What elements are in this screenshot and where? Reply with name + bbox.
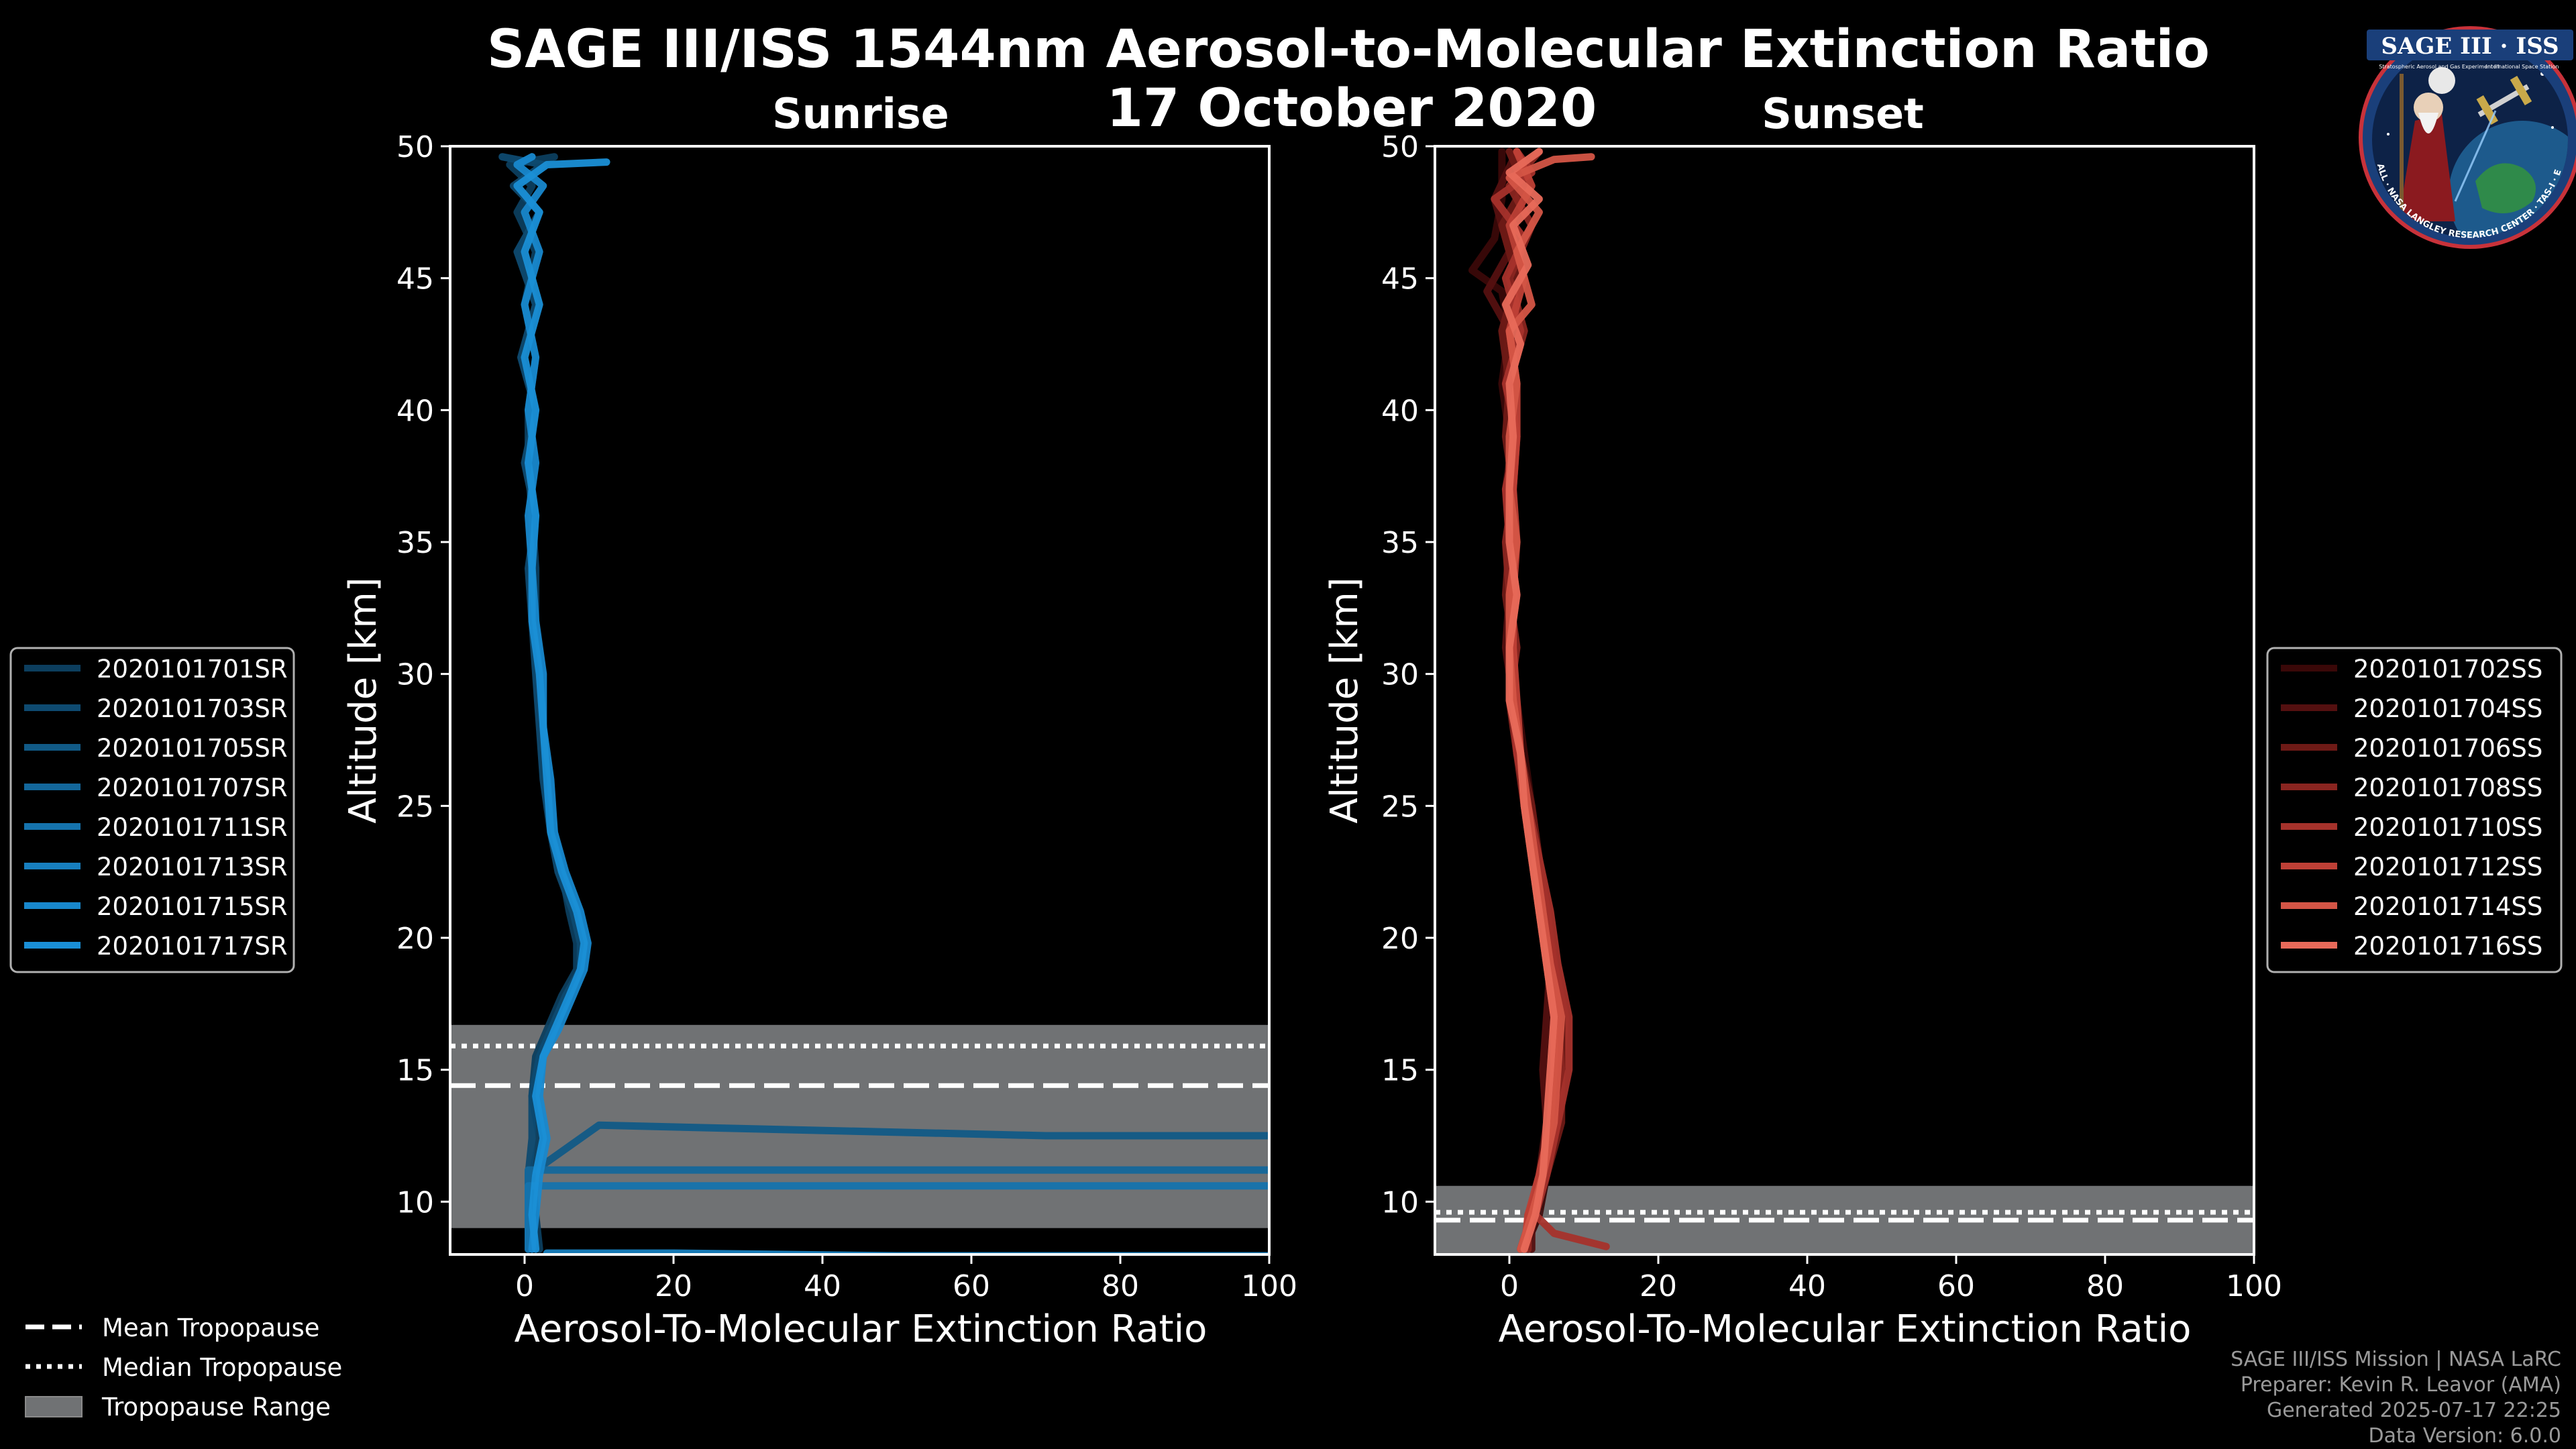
tropopause-legend: Mean Tropopause Median Tropopause Tropop… <box>25 1313 342 1421</box>
sunset-legend-label: 2020101716SS <box>2353 932 2542 961</box>
sunset-x-tick-label: 60 <box>1937 1269 1975 1303</box>
sunset-y-tick-label: 25 <box>1381 790 1419 824</box>
sunrise-y-tick-label: 45 <box>396 262 434 297</box>
sunrise-y-tick-label: 20 <box>396 922 434 956</box>
figure-date: 17 October 2020 <box>1107 78 1597 139</box>
sunset-y-tick-label: 45 <box>1381 262 1419 297</box>
sunrise-x-tick-label: 20 <box>655 1269 692 1303</box>
sunset-x-tick-label: 80 <box>2086 1269 2124 1303</box>
sunrise-x-tick-label: 0 <box>515 1269 534 1303</box>
sunrise-legend-label: 2020101703SR <box>97 694 288 723</box>
sunset-x-axis-label: Aerosol-To-Molecular Extinction Ratio <box>1499 1307 2192 1351</box>
sunrise-x-ticks: 0 20 40 60 80 100 <box>515 1254 1297 1303</box>
sunrise-x-tick-label: 60 <box>953 1269 990 1303</box>
sunrise-y-tick-label: 15 <box>396 1054 434 1088</box>
sunrise-series-line-8 <box>513 158 610 1253</box>
sunrise-y-tick-label: 10 <box>396 1185 434 1220</box>
sunrise-panel-title: Sunrise <box>772 89 949 138</box>
moon-icon <box>2428 67 2455 94</box>
sunrise-legend-label: 2020101715SR <box>97 892 288 921</box>
sunrise-legend-label: 2020101705SR <box>97 734 288 763</box>
sunrise-y-tick-label: 35 <box>396 526 434 560</box>
sunset-y-ticks: 10 15 20 25 30 35 40 45 50 <box>1381 130 1435 1220</box>
sunset-chart: 0 20 40 60 80 100 10 15 20 25 30 35 40 45 50 Aerosol-… <box>1323 130 2282 1351</box>
sunrise-legend-label: 2020101707SR <box>97 773 288 802</box>
credit-preparer: Preparer: Kevin R. Leavor (AMA) <box>2241 1373 2561 1397</box>
sunrise-legend: 2020101701SR 2020101703SR 2020101705SR 2020… <box>9 647 295 973</box>
sunset-series-line-8 <box>1501 148 1558 1253</box>
credit-data-version: Data Version: 6.0.0 <box>2369 1424 2561 1448</box>
median-tropopause-label: Median Tropopause <box>102 1353 342 1382</box>
sunrise-x-tick-label: 80 <box>1102 1269 1139 1303</box>
sunrise-x-tick-label: 40 <box>804 1269 841 1303</box>
sunrise-plot-frame <box>449 145 1271 1256</box>
sunset-legend-label: 2020101702SS <box>2353 655 2542 684</box>
sunrise-y-tick-label: 50 <box>396 130 434 164</box>
sunset-legend-label: 2020101712SS <box>2353 853 2542 881</box>
sunset-x-tick-label: 20 <box>1640 1269 1677 1303</box>
credit-generated: Generated 2025-07-17 22:25 <box>2267 1399 2561 1422</box>
sunset-x-tick-label: 40 <box>1788 1269 1826 1303</box>
sunrise-legend-label: 2020101711SR <box>97 813 288 842</box>
sunset-legend-label: 2020101708SS <box>2353 773 2542 802</box>
sunrise-y-ticks: 10 15 20 25 30 35 40 45 50 <box>396 130 450 1220</box>
sunset-y-tick-label: 50 <box>1381 130 1419 164</box>
logo-title-band <box>2367 30 2573 60</box>
logo-title: SAGE III · ISS <box>2381 33 2559 60</box>
logo-subtitle-left: Stratospheric Aerosol and Gas Experiment… <box>2379 64 2499 70</box>
sunrise-y-axis-label: Altitude [km] <box>341 577 385 823</box>
sage-figure-robe-icon <box>2398 114 2455 221</box>
sunrise-y-tick-label: 30 <box>396 658 434 692</box>
sunset-x-tick-label: 0 <box>1500 1269 1519 1303</box>
sunset-x-ticks: 0 20 40 60 80 100 <box>1500 1254 2282 1303</box>
sunset-legend: 2020101702SS 2020101704SS 2020101706SS 2020… <box>2266 647 2563 973</box>
sunset-panel-title: Sunset <box>1762 89 1924 138</box>
sunset-legend-label: 2020101714SS <box>2353 892 2542 921</box>
sunset-y-tick-label: 20 <box>1381 922 1419 956</box>
sunrise-tropopause-range <box>450 1024 1269 1228</box>
sunset-series-group <box>1468 148 1610 1253</box>
sunset-legend-box <box>2266 647 2563 973</box>
sunrise-legend-label: 2020101713SR <box>97 853 288 881</box>
sunset-legend-label: 2020101706SS <box>2353 734 2542 763</box>
sunset-y-tick-label: 35 <box>1381 526 1419 560</box>
sunrise-legend-box <box>9 647 295 973</box>
sunrise-chart: 0 20 40 60 80 100 10 15 20 25 30 35 40 45 50 Aerosol-… <box>341 130 1297 1351</box>
sunset-y-tick-label: 40 <box>1381 394 1419 428</box>
sunset-y-tick-label: 10 <box>1381 1185 1419 1220</box>
sunrise-series-line-5 <box>525 1182 1269 1253</box>
sunrise-y-tick-label: 40 <box>396 394 434 428</box>
logo-subtitle-right: International Space Station <box>2486 64 2559 70</box>
figure-title: SAGE III/ISS 1544nm Aerosol-to-Molecular… <box>487 19 2210 80</box>
beam-icon <box>2454 110 2497 202</box>
sunrise-legend-label: 2020101701SR <box>97 655 288 684</box>
continent-shape-icon <box>2475 163 2536 213</box>
sunset-y-tick-label: 15 <box>1381 1054 1419 1088</box>
sunset-legend-label: 2020101704SS <box>2353 694 2542 723</box>
sunset-plot-frame <box>1434 145 2255 1256</box>
sunrise-x-tick-label: 100 <box>1241 1269 1297 1303</box>
sunrise-x-axis-label: Aerosol-To-Molecular Extinction Ratio <box>515 1307 1208 1351</box>
sunset-x-tick-label: 100 <box>2226 1269 2282 1303</box>
tropopause-range-label: Tropopause Range <box>101 1393 331 1421</box>
sunrise-legend-label: 2020101717SR <box>97 932 288 961</box>
credit-mission: SAGE III/ISS Mission | NASA LaRC <box>2231 1348 2561 1371</box>
sunrise-y-tick-label: 25 <box>396 790 434 824</box>
sunset-y-axis-label: Altitude [km] <box>1323 577 1366 823</box>
tropopause-range-swatch <box>25 1396 83 1417</box>
mean-tropopause-label: Mean Tropopause <box>102 1313 320 1342</box>
sage-figure-beard-icon <box>2418 113 2438 133</box>
sunset-y-tick-label: 30 <box>1381 658 1419 692</box>
sunset-legend-label: 2020101710SS <box>2353 813 2542 842</box>
credits-block: SAGE III/ISS Mission | NASA LaRC Prepare… <box>2231 1348 2561 1448</box>
